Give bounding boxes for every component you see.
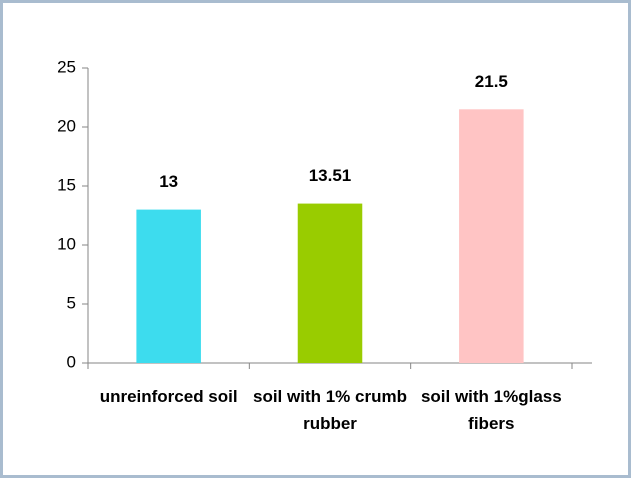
y-tick-label: 0	[67, 352, 76, 371]
data-label: 13.51	[309, 166, 352, 185]
bar	[136, 209, 201, 363]
x-tick-label: soil with 1%glass fibers	[420, 387, 562, 433]
y-tick-label: 5	[67, 293, 76, 312]
y-tick-label: 20	[57, 116, 76, 135]
x-tick-label: unreinforced soil	[99, 387, 238, 406]
chart: 0 5 10 15 20 25 13 13.51 21.5	[57, 57, 592, 371]
data-label: 13	[159, 172, 178, 191]
bar	[297, 203, 363, 363]
bar	[459, 109, 524, 363]
y-tick-label: 10	[57, 234, 76, 253]
y-tick-label: 25	[57, 57, 76, 76]
y-tick-label: 15	[57, 175, 76, 194]
x-tick-label: soil with 1% crumb rubber	[253, 387, 407, 433]
data-label: 21.5	[475, 72, 508, 91]
